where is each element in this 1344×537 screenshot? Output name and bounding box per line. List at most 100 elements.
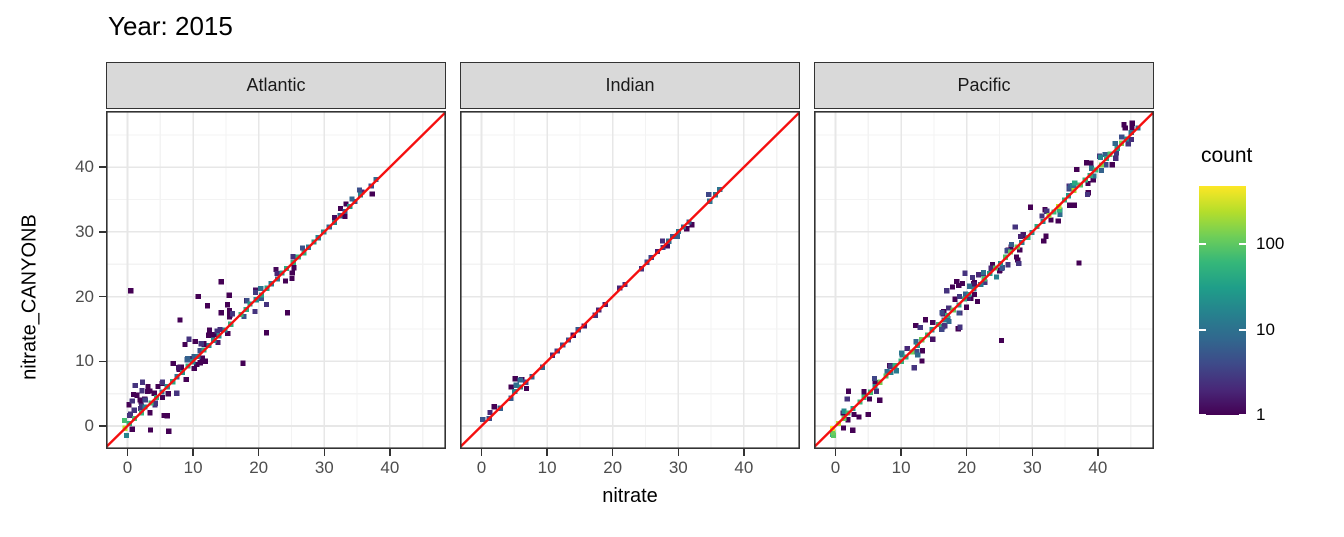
bin bbox=[1085, 180, 1091, 187]
bin bbox=[1015, 257, 1021, 263]
bin bbox=[1125, 141, 1131, 147]
bin bbox=[1057, 211, 1063, 218]
x-tick-mark bbox=[611, 449, 614, 456]
x-tick-label: 10 bbox=[891, 458, 911, 477]
bin bbox=[139, 379, 145, 385]
x-tick-mark bbox=[323, 449, 326, 456]
y-tick-label: 40 bbox=[75, 157, 94, 177]
x-tick-mark bbox=[743, 449, 745, 456]
bin bbox=[215, 339, 221, 346]
bin bbox=[264, 330, 270, 336]
bin bbox=[1129, 125, 1135, 131]
bin bbox=[1074, 167, 1080, 173]
bin bbox=[178, 364, 184, 370]
bin bbox=[959, 280, 966, 287]
legend-tick-mark bbox=[1239, 414, 1246, 415]
legend-tick-label: 10 bbox=[1256, 319, 1275, 339]
bin bbox=[952, 296, 958, 302]
bin bbox=[1067, 202, 1073, 208]
x-tick-label: 10 bbox=[183, 458, 203, 477]
panel-indian-plot bbox=[460, 111, 800, 449]
bin bbox=[964, 304, 970, 310]
bin bbox=[1086, 160, 1092, 166]
x-tick-mark bbox=[480, 449, 483, 456]
bin bbox=[1013, 254, 1019, 260]
bin bbox=[1020, 232, 1026, 238]
bin bbox=[930, 336, 936, 342]
bin bbox=[841, 408, 847, 414]
bin bbox=[915, 352, 921, 358]
bin bbox=[888, 363, 894, 369]
bin bbox=[209, 332, 215, 338]
bin bbox=[192, 338, 198, 344]
bin bbox=[225, 330, 231, 336]
x-tick-label: 20 bbox=[249, 458, 269, 477]
bin bbox=[226, 308, 233, 314]
bin bbox=[227, 312, 233, 318]
bin bbox=[1048, 217, 1054, 223]
bin bbox=[517, 377, 523, 383]
bin bbox=[911, 365, 917, 371]
bin bbox=[851, 411, 857, 417]
bin bbox=[177, 317, 183, 323]
bin bbox=[1113, 155, 1119, 161]
bin bbox=[856, 414, 862, 420]
bin bbox=[884, 369, 890, 375]
bin bbox=[998, 338, 1005, 344]
bin bbox=[282, 278, 289, 284]
bin bbox=[134, 392, 140, 398]
bin bbox=[913, 339, 919, 345]
bin bbox=[175, 365, 181, 371]
bin bbox=[1102, 152, 1108, 158]
legend-title: count bbox=[1201, 144, 1253, 167]
bin bbox=[289, 270, 295, 276]
bin bbox=[183, 377, 189, 383]
x-tick-mark bbox=[677, 449, 680, 456]
legend-colorbar bbox=[1199, 186, 1246, 415]
plot-title: Year: 2015 bbox=[108, 11, 233, 41]
bin bbox=[1056, 207, 1062, 213]
bin bbox=[331, 214, 337, 221]
bin bbox=[1041, 238, 1047, 244]
bin bbox=[914, 349, 920, 355]
bin bbox=[129, 426, 135, 432]
bin bbox=[224, 302, 230, 308]
bin bbox=[841, 425, 847, 431]
bin bbox=[954, 278, 960, 284]
legend-tick-mark bbox=[1239, 328, 1246, 331]
bin bbox=[920, 348, 926, 354]
y-tick-label: 10 bbox=[75, 351, 94, 371]
bin bbox=[147, 410, 153, 416]
bin bbox=[1109, 162, 1115, 168]
bin bbox=[1129, 120, 1135, 126]
bin bbox=[152, 400, 158, 406]
bin bbox=[974, 298, 980, 305]
bin bbox=[128, 288, 134, 294]
bin bbox=[356, 187, 363, 193]
x-tick-label: 20 bbox=[957, 458, 977, 477]
bin bbox=[962, 270, 968, 276]
y-tick-mark bbox=[99, 231, 106, 233]
bin bbox=[846, 388, 852, 394]
bin bbox=[487, 409, 493, 415]
y-axis-title: nitrate_CANYONB bbox=[18, 214, 41, 380]
bin bbox=[922, 317, 929, 323]
bin bbox=[1084, 192, 1090, 198]
bin bbox=[1017, 247, 1023, 253]
bin bbox=[1072, 180, 1078, 186]
bin bbox=[978, 281, 984, 288]
bin bbox=[867, 396, 873, 402]
bin bbox=[872, 379, 878, 385]
panel-border bbox=[814, 111, 1154, 449]
bin bbox=[480, 416, 486, 423]
bin bbox=[946, 305, 952, 311]
bin bbox=[491, 404, 497, 410]
y-tick-label: 30 bbox=[75, 221, 94, 241]
bin bbox=[1004, 248, 1010, 254]
bin bbox=[944, 288, 950, 294]
legend-tick-label: 100 bbox=[1256, 234, 1285, 254]
identity-line bbox=[814, 111, 1154, 449]
identity-line bbox=[106, 111, 446, 449]
bin bbox=[285, 310, 291, 316]
bin bbox=[913, 322, 919, 329]
